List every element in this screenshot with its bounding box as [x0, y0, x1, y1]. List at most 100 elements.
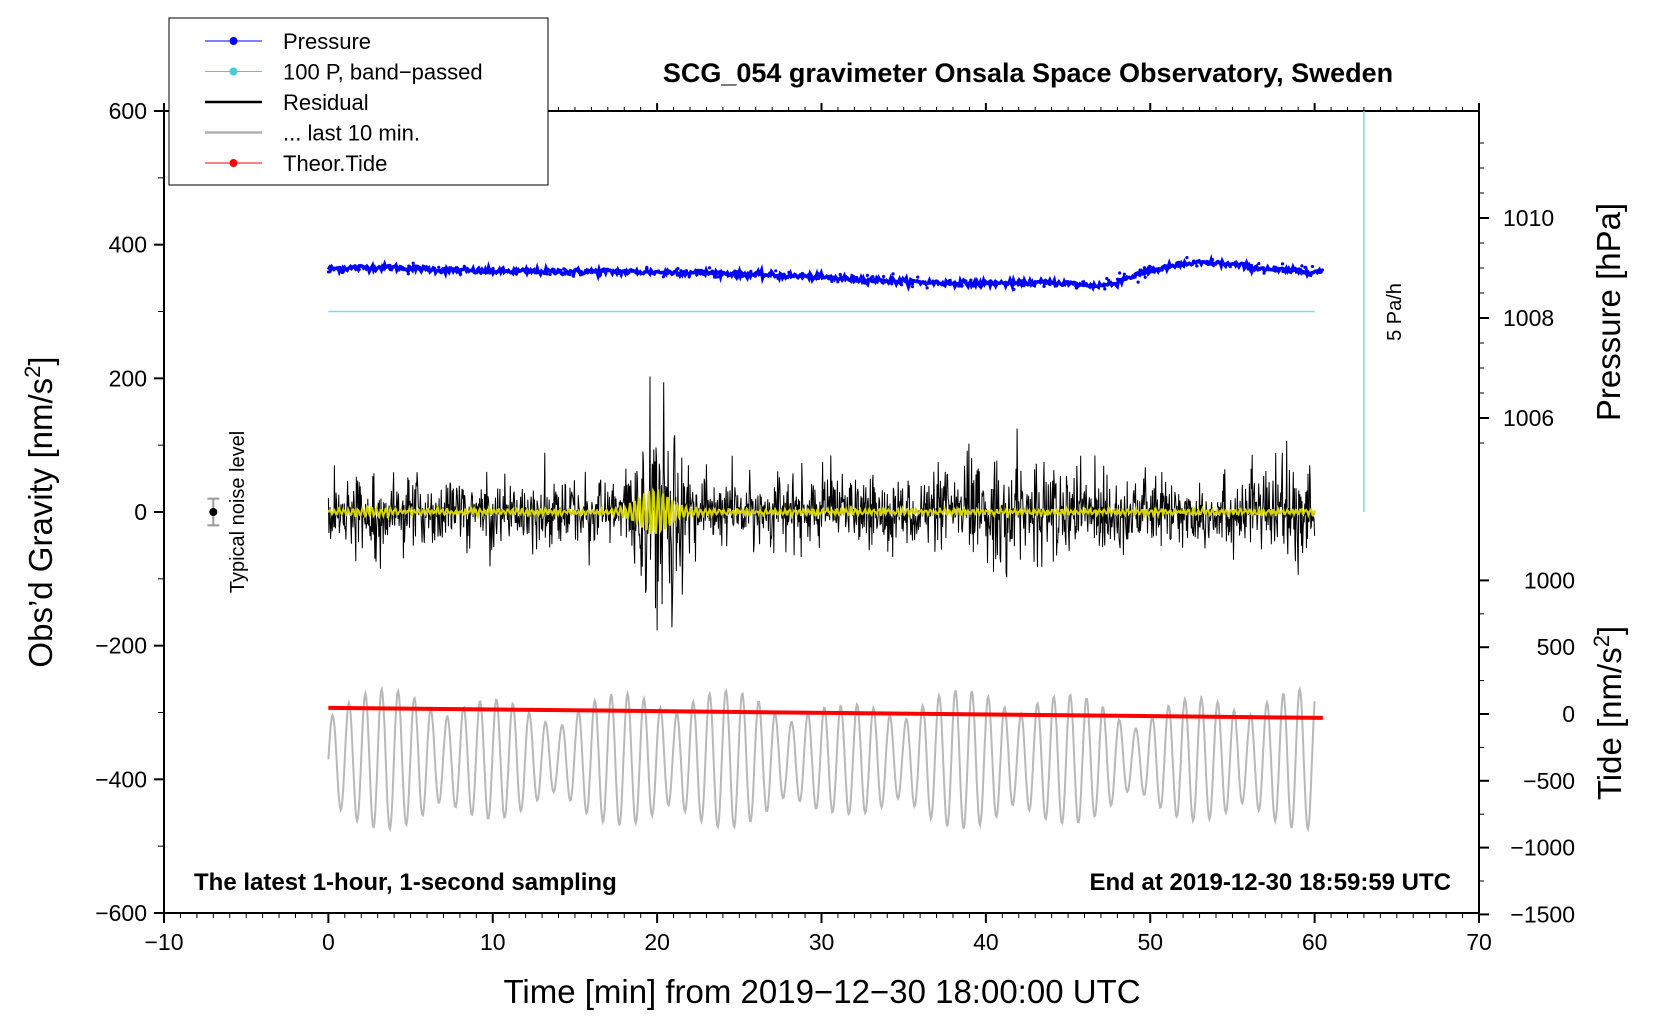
pressure-point [812, 276, 816, 280]
pressure-point [467, 268, 471, 272]
pressure-point [396, 268, 401, 272]
legend-marker [229, 159, 238, 167]
pressure-point [1028, 278, 1032, 282]
pressure-point [830, 279, 834, 284]
pressure-point [1163, 266, 1167, 270]
pressure-point [482, 268, 486, 273]
y-axis-right-tide: −1500 −1000 −500 0 500 1000 [1479, 567, 1575, 927]
pressure-point [354, 267, 358, 271]
pressure-point [402, 268, 406, 272]
pressure-point [484, 267, 488, 272]
pressure-point [1290, 268, 1295, 272]
y-axis-left-title: Obs’d Gravity [nm/s2] [20, 356, 59, 667]
pressure-point [578, 273, 583, 277]
pressure-point [406, 272, 410, 276]
pressure-point [394, 264, 399, 268]
pressure-point [787, 273, 791, 277]
y-axis-left: −600 −400 −200 0 200 400 600 [95, 98, 164, 926]
pressure-point [349, 266, 354, 271]
pressure-point [946, 282, 951, 286]
pressure-point [763, 273, 768, 278]
pressure-point [969, 278, 973, 282]
pressure-point [716, 275, 720, 279]
tide-tick-label: 500 [1537, 634, 1575, 660]
pressure-point [1299, 271, 1303, 275]
pressure-point [844, 276, 848, 281]
x-axis: −10 0 10 20 30 40 50 60 70 [144, 103, 1492, 955]
pressure-point [964, 279, 968, 283]
y-axis-right-pressure: 1006 1008 1010 [1479, 142, 1554, 444]
pressure-point [735, 273, 739, 277]
pressure-point [953, 280, 957, 284]
pressure-point [1302, 271, 1306, 275]
pressure-point [557, 270, 561, 274]
pressure-point [1210, 258, 1215, 262]
chart-title: SCG_054 gravimeter Onsala Space Observat… [663, 58, 1393, 88]
pressure-point [1136, 280, 1140, 284]
pressure-point [1074, 286, 1078, 290]
legend-label: Theor.Tide [283, 151, 387, 176]
x-tick-label: 20 [644, 929, 670, 955]
pressure-point [774, 269, 778, 273]
pressure-point [760, 274, 764, 278]
pressure-point [1044, 281, 1048, 286]
pressure-point [825, 275, 829, 279]
pressure-point [994, 279, 998, 284]
pressure-point [1160, 268, 1164, 272]
pressure-point [1293, 267, 1298, 271]
pressure-point [645, 266, 649, 270]
pressure-point [674, 268, 679, 272]
pressure-point [568, 273, 572, 277]
pressure-point [1077, 284, 1081, 288]
x-tick-label: 30 [809, 929, 835, 955]
pressure-point [427, 267, 431, 271]
pressure-point [1014, 281, 1018, 285]
pressure-point [388, 267, 393, 272]
pressure-point [1081, 280, 1085, 284]
y-left-tick-label: −200 [95, 633, 147, 659]
pressure-point [966, 282, 970, 286]
pressure-point [981, 279, 985, 283]
pressure-point [1048, 282, 1052, 287]
pressure-point [684, 269, 689, 273]
pressure-point [836, 280, 840, 284]
pressure-point [407, 264, 411, 268]
pressure-point [330, 267, 335, 271]
pressure-point [1110, 281, 1114, 286]
pressure-point [663, 273, 667, 277]
legend-label: ... last 10 min. [283, 121, 420, 146]
pressure-point [1122, 272, 1126, 276]
y-left-tick-label: 200 [109, 365, 147, 391]
pressure-point [602, 267, 606, 271]
scale-bar-label: 5 Pa/h [1384, 283, 1406, 341]
pressure-point [552, 271, 556, 275]
pressure-point [1281, 269, 1285, 274]
pressure-point [808, 274, 812, 279]
legend-label: 100 P, band−passed [283, 60, 483, 85]
legend: Pressure 100 P, band−passed Residual ... la… [168, 17, 549, 186]
pressure-point [838, 272, 842, 277]
tide-tick-label: −1000 [1510, 835, 1575, 861]
pressure-point [1042, 284, 1046, 288]
x-axis-title: Time [min] from 2019−12−30 18:00:00 UTC [503, 973, 1140, 1010]
x-tick-label: 10 [480, 929, 506, 955]
pressure-point [454, 266, 458, 270]
pressure-point [776, 276, 780, 281]
pressure-point [1115, 277, 1120, 281]
footer-right: End at 2019-12-30 18:59:59 UTC [1090, 869, 1452, 896]
pressure-point [881, 278, 885, 282]
pressure-point [1176, 264, 1180, 268]
pressure-point [910, 285, 915, 289]
pressure-point [827, 277, 831, 281]
pressure-series [326, 253, 1324, 293]
pressure-point [405, 268, 409, 272]
pressure-point [1235, 262, 1239, 267]
pressure-point [1280, 262, 1285, 266]
pressure-point [340, 270, 344, 275]
pressure-point [1118, 271, 1122, 275]
pressure-point [702, 269, 706, 273]
pressure-point [904, 280, 908, 284]
pressure-point [1205, 261, 1209, 266]
pressure-point [1132, 275, 1136, 279]
pressure-point [1316, 269, 1320, 273]
